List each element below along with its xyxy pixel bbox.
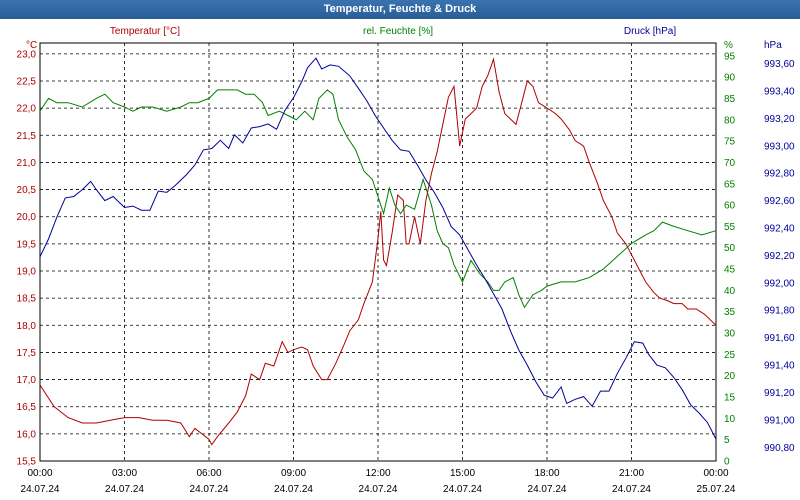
humidity-tick-label: 30 [724, 329, 736, 340]
pressure-tick-label: 991,20 [764, 388, 795, 399]
x-tick-time-label: 00:00 [703, 468, 728, 479]
temperature-tick-label: 17,0 [17, 375, 37, 386]
temperature-tick-label: 18,0 [17, 321, 37, 332]
humidity-tick-label: 75 [724, 137, 736, 148]
humidity-tick-label: 0 [724, 457, 730, 468]
temperature-tick-label: 20,5 [17, 185, 37, 196]
x-tick-time-label: 06:00 [196, 468, 221, 479]
humidity-tick-label: 10 [724, 414, 736, 425]
pressure-unit-label: hPa [764, 40, 782, 51]
temperature-tick-label: 20,0 [17, 212, 37, 223]
x-tick-time-label: 03:00 [112, 468, 137, 479]
pressure-tick-label: 990,80 [764, 443, 795, 454]
humidity-tick-label: 65 [724, 179, 736, 190]
pressure-tick-label: 993,20 [764, 114, 795, 125]
x-tick-date-label: 24.07.24 [274, 484, 313, 495]
pressure-tick-label: 993,00 [764, 141, 795, 152]
humidity-tick-label: 50 [724, 243, 736, 254]
temperature-tick-label: 19,5 [17, 239, 37, 250]
humidity-tick-label: 55 [724, 222, 736, 233]
humidity-axis-title: rel. Feuchte [%] [363, 26, 433, 37]
pressure-tick-label: 991,80 [764, 306, 795, 317]
humidity-unit-label: % [724, 40, 733, 51]
series-lines [39, 57, 717, 446]
humidity-tick-label: 40 [724, 286, 736, 297]
x-tick-time-label: 12:00 [365, 468, 390, 479]
pressure-series-line [39, 57, 717, 440]
x-tick-date-label: 25.07.24 [697, 484, 736, 495]
chart-title-bar: Temperatur, Feuchte & Druck [0, 0, 800, 19]
humidity-tick-label: 70 [724, 158, 736, 169]
x-tick-time-label: 15:00 [450, 468, 475, 479]
pressure-tick-label: 992,60 [764, 196, 795, 207]
temperature-tick-label: 22,0 [17, 104, 37, 115]
temperature-series-line [39, 57, 717, 446]
grid-lines [40, 43, 716, 461]
pressure-tick-label: 993,60 [764, 59, 795, 70]
pressure-tick-label: 992,20 [764, 251, 795, 262]
humidity-tick-label: 35 [724, 307, 736, 318]
temperature-axis-title: Temperatur [°C] [110, 26, 180, 37]
temperature-tick-label: 22,5 [17, 77, 37, 88]
combined-line-chart: 23,0 22,5 22,0 21,5 21,0 20,5 20,0 19,5 19,0 18,5… [17, 26, 795, 495]
temperature-tick-label: 16,0 [17, 429, 37, 440]
temperature-tick-label: 21,0 [17, 158, 37, 169]
humidity-tick-label: 45 [724, 265, 736, 276]
pressure-tick-label: 991,00 [764, 415, 795, 426]
pressure-axis-title: Druck [hPa] [624, 26, 676, 37]
pressure-tick-label: 993,40 [764, 86, 795, 97]
x-tick-date-label: 24.07.24 [443, 484, 482, 495]
pressure-tick-label: 992,00 [764, 278, 795, 289]
temperature-tick-label: 15,5 [17, 457, 37, 468]
humidity-tick-label: 20 [724, 371, 736, 382]
temperature-tick-label: 16,5 [17, 402, 37, 413]
temperature-tick-label: 21,5 [17, 131, 37, 142]
pressure-tick-label: 991,40 [764, 361, 795, 372]
x-tick-date-label: 24.07.24 [105, 484, 144, 495]
temperature-tick-label: 18,5 [17, 294, 37, 305]
x-tick-time-label: 09:00 [281, 468, 306, 479]
x-tick-time-label: 00:00 [27, 468, 52, 479]
temperature-tick-label: 17,5 [17, 348, 37, 359]
x-tick-date-label: 24.07.24 [528, 484, 567, 495]
temperature-tick-label: 23,0 [17, 49, 37, 60]
humidity-tick-label: 80 [724, 115, 736, 126]
pressure-tick-label: 992,80 [764, 169, 795, 180]
humidity-tick-label: 25 [724, 350, 736, 361]
axis-labels: 23,0 22,5 22,0 21,5 21,0 20,5 20,0 19,5 19,0 18,5… [17, 26, 795, 495]
x-tick-date-label: 24.07.24 [190, 484, 229, 495]
x-tick-date-label: 24.07.24 [21, 484, 60, 495]
x-tick-date-label: 24.07.24 [612, 484, 651, 495]
humidity-tick-label: 60 [724, 201, 736, 212]
temperature-tick-label: 19,0 [17, 267, 37, 278]
humidity-tick-label: 5 [724, 435, 730, 446]
humidity-tick-label: 85 [724, 94, 736, 105]
pressure-tick-label: 992,40 [764, 224, 795, 235]
x-tick-date-label: 24.07.24 [359, 484, 398, 495]
humidity-tick-label: 90 [724, 73, 736, 84]
x-tick-time-label: 21:00 [619, 468, 644, 479]
humidity-tick-label: 95 [724, 51, 736, 62]
humidity-tick-label: 15 [724, 393, 736, 404]
humidity-series-line [39, 89, 717, 309]
pressure-tick-label: 991,60 [764, 333, 795, 344]
temperature-unit-label: °C [26, 40, 37, 51]
x-tick-time-label: 18:00 [534, 468, 559, 479]
